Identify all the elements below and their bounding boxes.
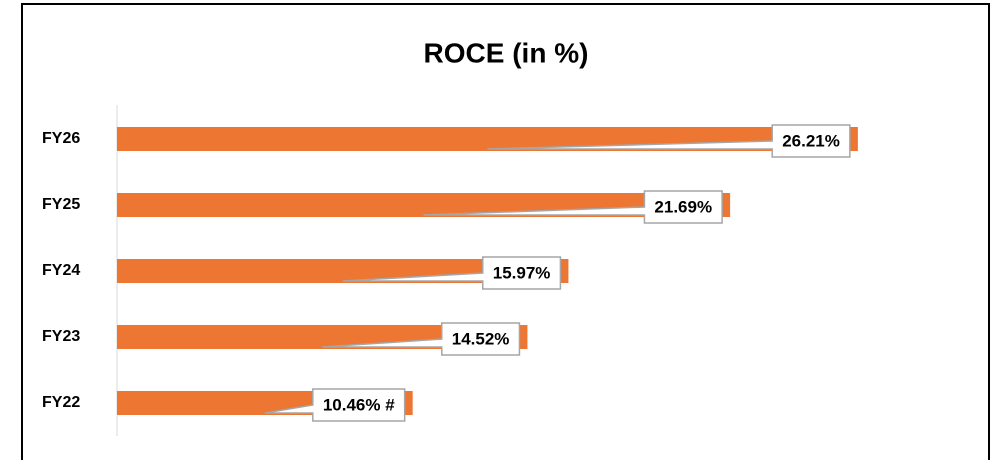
y-tick-label: FY26: [42, 130, 80, 147]
data-label: 26.21%: [782, 131, 840, 150]
data-label-box: [342, 256, 562, 290]
data-label: 10.46% #: [323, 395, 395, 414]
data-label-box: [322, 322, 521, 356]
data-label-box: [264, 388, 406, 422]
chart-title: ROCE (in %): [424, 37, 589, 68]
y-tick-label: FY24: [42, 262, 80, 279]
data-label-box: [423, 190, 723, 224]
data-label-group: 26.21%: [487, 124, 851, 158]
chart-frame: [21, 3, 990, 460]
data-label-group: 21.69%: [423, 190, 723, 224]
data-label: 15.97%: [493, 263, 551, 282]
data-label: 21.69%: [654, 197, 712, 216]
data-label: 14.52%: [452, 329, 510, 348]
data-label-group: 14.52%: [322, 322, 521, 356]
y-tick-label: FY23: [42, 328, 80, 345]
data-label-group: 10.46% #: [264, 388, 406, 422]
data-label-group: 15.97%: [342, 256, 562, 290]
y-tick-label: FY22: [42, 394, 80, 411]
data-label-box: [487, 124, 851, 158]
y-tick-label: FY25: [42, 196, 80, 213]
